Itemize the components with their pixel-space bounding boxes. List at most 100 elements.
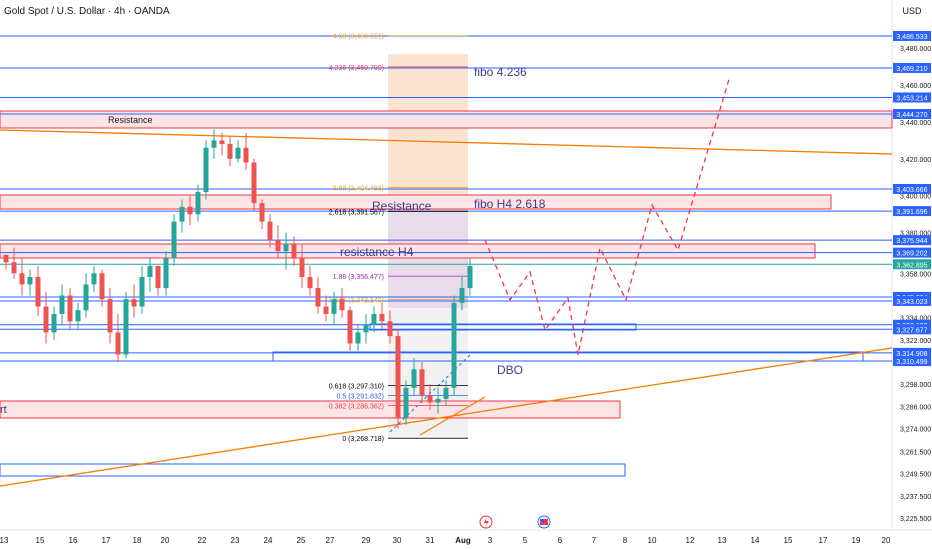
x-tick-label: 17 — [102, 536, 111, 545]
x-tick-label: 8 — [623, 536, 628, 545]
candle-body — [403, 387, 409, 418]
candle-body — [195, 192, 201, 215]
candle-body — [251, 162, 257, 204]
y-tick-label: 3,400.000 — [900, 194, 931, 201]
fib-label: 1.88 (3,356.477) — [333, 274, 384, 281]
y-tick-label: 3,334.000 — [900, 316, 931, 323]
x-tick-label: 10 — [648, 536, 657, 545]
candle-body — [59, 295, 65, 314]
y-tick-label: 3,237.500 — [900, 494, 931, 501]
price-tag — [893, 62, 931, 73]
x-tick-label: 15 — [784, 536, 793, 545]
x-tick-label: 25 — [297, 536, 306, 545]
price-tag-label: 3,362.895 — [896, 262, 927, 269]
annotation-resistance-top: Resistance — [108, 115, 153, 125]
candle-body — [203, 147, 209, 193]
chart-title: Gold Spot / U.S. Dollar · 4h · OANDA — [4, 6, 170, 17]
price-tag — [893, 183, 931, 194]
x-tick-label: 20 — [882, 536, 891, 545]
y-tick-label: 3,440.000 — [900, 120, 931, 127]
candle-body — [395, 336, 401, 418]
trendline-short — [419, 396, 486, 436]
fib-label: 0.618 (3,297.310) — [329, 383, 384, 390]
candle-body — [147, 265, 153, 278]
y-tick-label: 3,286.000 — [900, 404, 931, 411]
candle-body — [411, 369, 417, 388]
y-tick-label: 3,249.500 — [900, 472, 931, 479]
x-tick-label: 15 — [36, 536, 45, 545]
x-tick-label: 13 — [718, 536, 727, 545]
price-tag — [893, 247, 931, 258]
candle-body — [283, 243, 289, 252]
candle-body — [339, 299, 345, 311]
annotation-dbo: DBO — [497, 363, 523, 377]
candle-body — [43, 306, 49, 333]
candle-body — [331, 299, 337, 314]
candle-body — [259, 203, 265, 222]
candle-body — [67, 295, 73, 322]
x-tick-label: 29 — [362, 536, 371, 545]
candle-body — [307, 277, 313, 289]
candle-body — [347, 310, 353, 344]
y-tick-label: 3,261.500 — [900, 450, 931, 457]
fib-label: 0.5 (3,291.832) — [337, 394, 384, 401]
price-tag — [893, 30, 931, 41]
price-tag — [893, 295, 931, 306]
price-tag-label: 3,375.944 — [896, 238, 927, 245]
fib-label: 1.618 (3,343.840) — [329, 297, 384, 304]
candle-body — [187, 206, 193, 215]
candle-body — [315, 288, 321, 307]
support-zone — [0, 400, 621, 419]
x-tick-label: 20 — [161, 536, 170, 545]
resistance-zone-middle — [0, 194, 832, 210]
price-tag — [893, 347, 931, 358]
fib-labels: 4.58 (3,486.651) 4.236 (3,469.790) 3.88 (3… — [329, 34, 468, 443]
annotation-fibo-h4: fibo H4 2.618 — [474, 197, 546, 211]
y-tick-label: 3,358.000 — [900, 271, 931, 278]
time-axis: 13 15 16 17 18 20 22 23 24 25 27 29 30 31 Aug 3 5 6 7 8 10 12… — [0, 536, 891, 545]
fib-label: 0 (3,268.718) — [342, 436, 384, 443]
price-tag-label: 3,343.023 — [896, 299, 927, 306]
candle-body — [363, 325, 369, 333]
x-tick-label: 24 — [264, 536, 273, 545]
candle-body — [267, 221, 273, 241]
trendline-descending — [0, 129, 893, 155]
x-tick-label: 6 — [558, 536, 563, 545]
price-tag — [893, 235, 931, 246]
candle-body — [171, 221, 177, 259]
candle-body — [355, 332, 361, 344]
price-tag-label: 3,453.214 — [896, 95, 927, 102]
y-tick-label: 3,420.000 — [900, 157, 931, 164]
level-lines — [0, 35, 892, 362]
candle-body — [243, 147, 249, 163]
candle-body — [291, 243, 297, 259]
price-tag-label: 3,444.270 — [896, 112, 927, 119]
price-tags: 3,486.533 3,469.210 3,453.214 3,444.270 3,40… — [893, 30, 931, 367]
price-tag — [893, 108, 931, 119]
demand-box-lower — [0, 463, 626, 477]
candle-body — [35, 277, 41, 307]
x-tick-label: 30 — [393, 536, 402, 545]
y-tick-label: 3,274.000 — [900, 426, 931, 433]
x-tick-label: 16 — [69, 536, 78, 545]
x-tick-label: 27 — [326, 536, 335, 545]
candle-body — [131, 299, 137, 307]
candle-body — [459, 288, 465, 303]
annotation-resistance-middle: Resistance — [372, 199, 432, 213]
forecast-path — [484, 75, 731, 356]
candle-body — [235, 147, 241, 159]
price-tag-label: 3,327.677 — [896, 327, 927, 334]
y-tick-label: 3,322.000 — [900, 338, 931, 345]
candle-body — [75, 310, 81, 322]
resistance-zone-h4 — [0, 243, 816, 259]
x-tick-label: 22 — [198, 536, 207, 545]
fib-label: 2.618 (3,391.567) — [329, 209, 384, 216]
x-tick-label: 17 — [819, 536, 828, 545]
candle-body — [419, 369, 425, 396]
fib-label: 4.58 (3,486.651) — [333, 34, 384, 41]
price-tag — [893, 259, 931, 270]
candle-body — [3, 254, 9, 263]
price-tag-label: 3,310.499 — [896, 359, 927, 366]
candle-body — [443, 387, 449, 399]
